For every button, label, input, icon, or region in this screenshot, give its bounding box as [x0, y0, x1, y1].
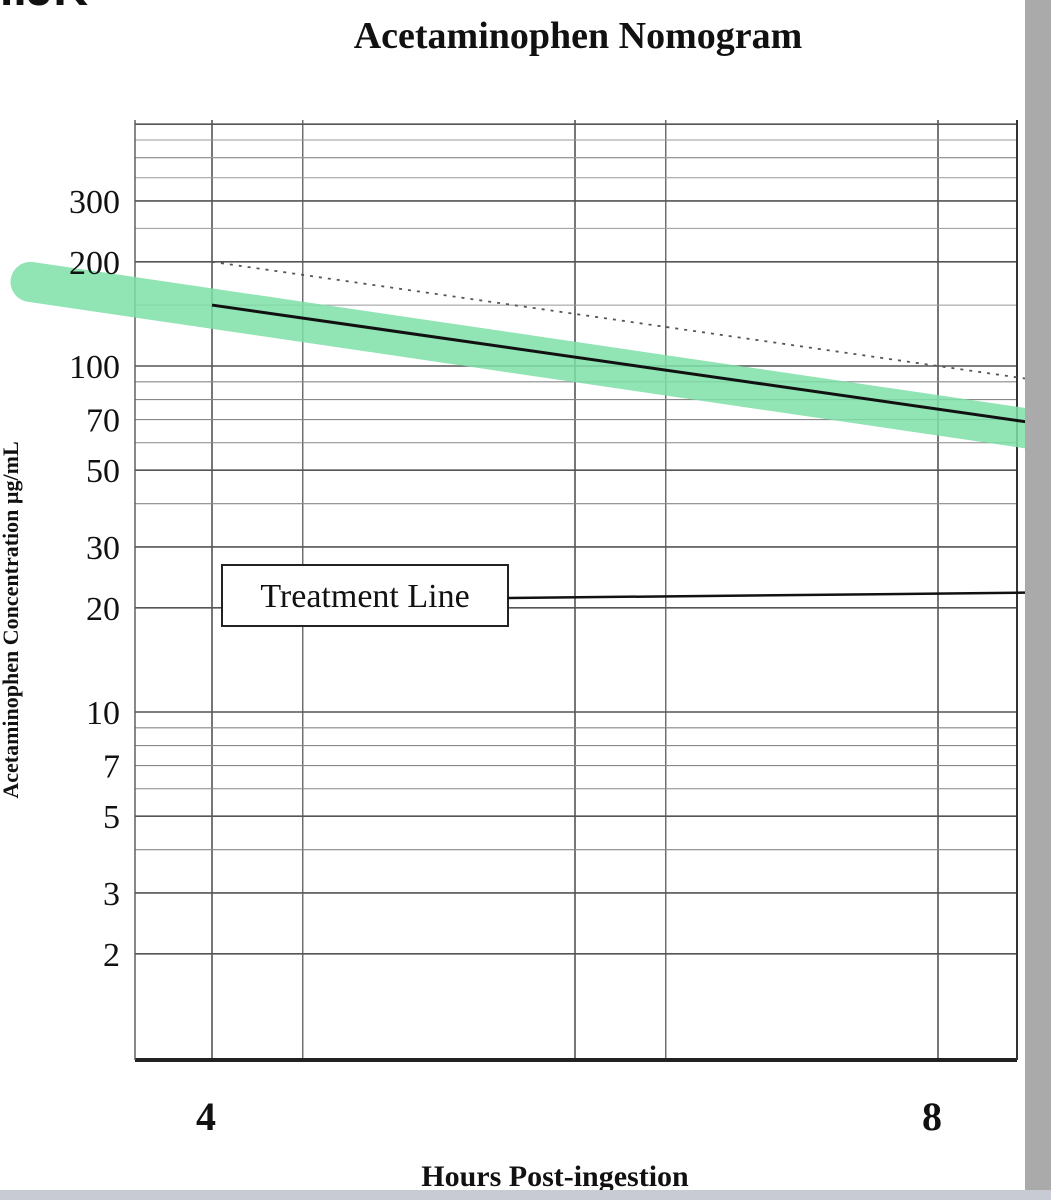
y-tick-label: 2	[103, 937, 120, 974]
window-border	[1025, 0, 1051, 1200]
annotation-label: Treatment Line	[260, 578, 469, 615]
y-tick-label: 200	[69, 245, 120, 282]
x-tick-label: 8	[922, 1094, 942, 1139]
x-tick-label: 4	[196, 1094, 216, 1139]
highlight-band	[10, 261, 1025, 449]
x-axis-label: Hours Post-ingestion	[421, 1160, 689, 1190]
y-tick-label: 300	[69, 184, 120, 221]
grid	[135, 120, 1017, 1060]
series-layer	[10, 260, 1025, 449]
treatment-line	[211, 303, 1025, 424]
top-fragment-text: ..JK	[0, 0, 88, 12]
y-tick-label: 20	[86, 591, 120, 628]
y-tick-label: 50	[86, 453, 120, 490]
y-tick-label: 100	[69, 349, 120, 386]
bottom-band	[0, 1190, 1051, 1200]
y-axis-label: Acetaminophen Concentration µg/mL	[0, 441, 23, 798]
annotation-box	[221, 564, 509, 627]
y-tick-label: 5	[103, 799, 120, 836]
y-tick-label: 10	[86, 695, 120, 732]
plot-frame	[134, 120, 1018, 1062]
y-tick-label: 3	[103, 876, 120, 913]
x-tick-labels: 4812162024	[196, 1094, 942, 1139]
y-tick-label: 7	[103, 749, 120, 786]
chart-title: Acetaminophen Nomogram	[354, 15, 803, 57]
y-tick-labels: 2 3 5 7 10 20 30 50 70 100 200 300	[69, 184, 120, 974]
y-tick-label: 70	[86, 403, 120, 440]
annotation-layer: Treatment Line	[221, 564, 1025, 627]
annotation-arrow	[507, 591, 1025, 600]
y-tick-label: 30	[86, 530, 120, 567]
